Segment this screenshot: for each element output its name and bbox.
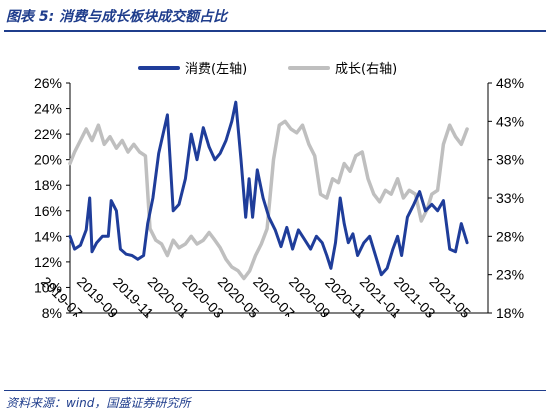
right-y-tick-label: 33% — [496, 190, 524, 206]
left-y-tick-label: 26% — [34, 75, 62, 91]
left-y-tick-label: 24% — [34, 101, 62, 117]
left-y-tick-label: 14% — [34, 228, 62, 244]
series-line-growth — [68, 119, 469, 281]
right-y-tick-label: 38% — [496, 152, 524, 168]
right-y-tick-label: 43% — [496, 113, 524, 129]
left-y-tick-label: 12% — [34, 254, 62, 270]
left-y-tick-label: 20% — [34, 152, 62, 168]
left-y-tick-label: 8% — [42, 305, 62, 321]
left-y-tick-label: 10% — [34, 279, 62, 295]
left-y-tick-label: 16% — [34, 203, 62, 219]
chart-axes: 8% 10% 12% 14% 16% 18% 20% 22% 24% 26% 18% 23% 28% 33… — [34, 75, 524, 321]
left-y-tick-label: 18% — [34, 177, 62, 193]
figure-title: 图表 5: 消费与成长板块成交额占比 — [6, 9, 228, 25]
title-rule — [4, 30, 546, 32]
chart-legend: 消费(左轴) 成长(右轴) — [138, 62, 397, 77]
right-y-tick-label: 28% — [496, 228, 524, 244]
right-y-tick-label: 23% — [496, 267, 524, 283]
legend-label-growth: 成长(右轴) — [335, 62, 397, 77]
series-line-consumption — [68, 100, 469, 277]
source-rule — [4, 390, 546, 391]
source-note: 资料来源：wind，国盛证券研究所 — [6, 396, 191, 410]
legend-label-consumption: 消费(左轴) — [185, 62, 247, 77]
right-y-tick-label: 48% — [496, 75, 524, 91]
right-y-tick-label: 18% — [496, 305, 524, 321]
left-y-tick-label: 22% — [34, 126, 62, 142]
chart-series-layer — [68, 100, 469, 281]
